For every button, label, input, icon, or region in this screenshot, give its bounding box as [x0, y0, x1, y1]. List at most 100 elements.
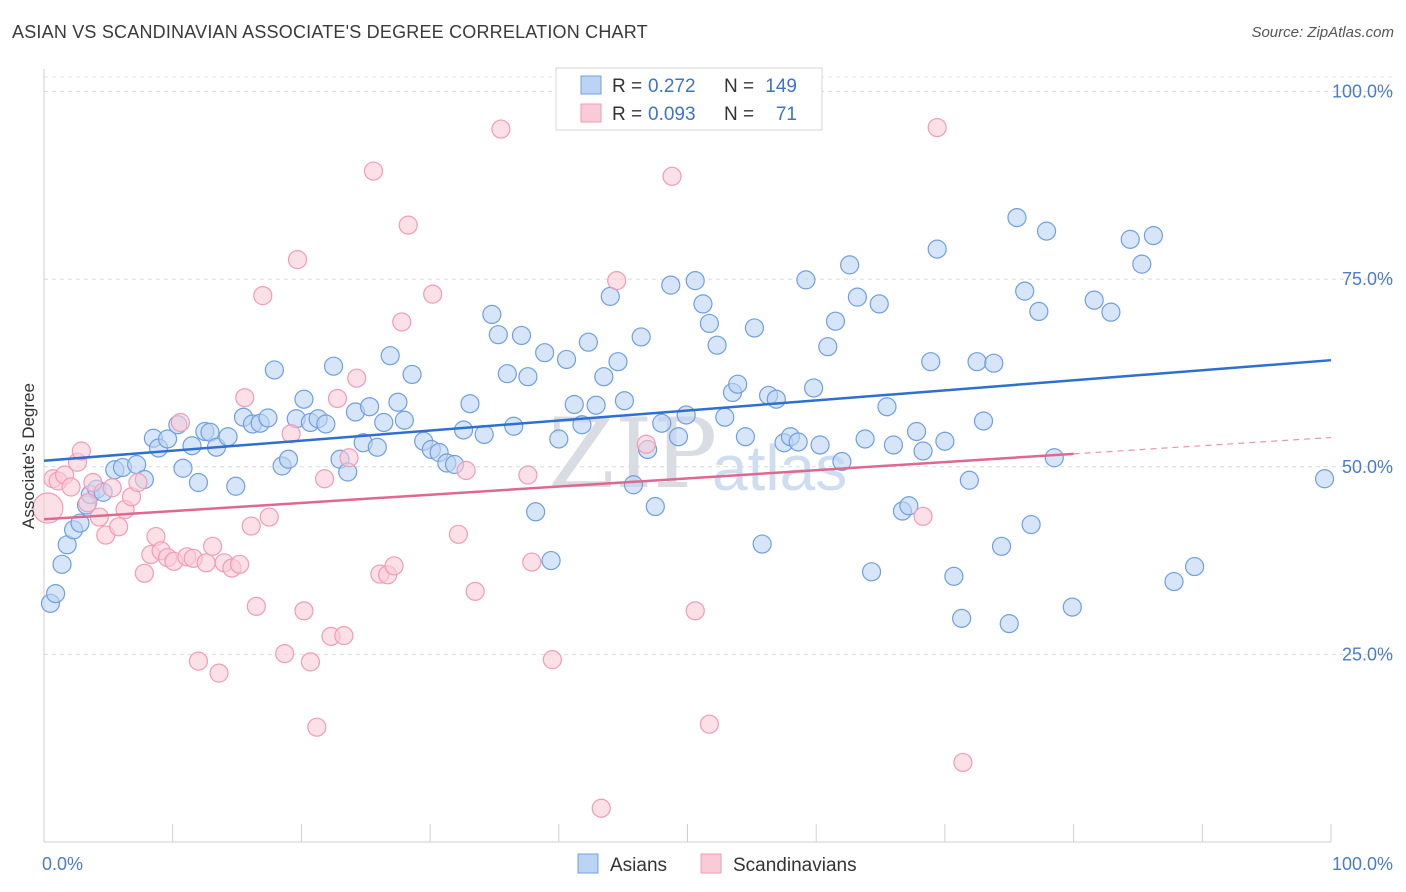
data-point [668, 427, 689, 447]
data-point [614, 391, 635, 411]
data-point [832, 451, 852, 472]
data-point [71, 441, 91, 461]
trend-line-scandinavians [43, 452, 1074, 521]
data-point [518, 465, 538, 485]
data-point [518, 367, 538, 387]
legend-r-value-scandinavians: 0.093 [648, 104, 696, 125]
data-point [102, 478, 122, 498]
data-point [300, 652, 321, 672]
data-point [173, 458, 193, 478]
data-point [1062, 597, 1082, 617]
data-point [453, 420, 474, 440]
stats-legend: R = 0.272 N = 149 R = 0.093 N = 71 [555, 67, 823, 131]
chart-title: ASIAN VS SCANDINAVIAN ASSOCIATE'S DEGREE… [12, 22, 648, 42]
data-point [360, 397, 380, 417]
data-point [281, 424, 301, 444]
data-point [128, 472, 148, 493]
data-point [699, 313, 719, 334]
data-point [314, 469, 335, 489]
data-point [927, 239, 947, 259]
data-point [973, 411, 994, 431]
data-point [953, 752, 973, 773]
data-point [840, 255, 860, 275]
data-point [662, 166, 682, 186]
data-point [380, 346, 400, 366]
y-tick-label: 100.0% [1332, 82, 1393, 102]
trend-lines [43, 358, 1332, 521]
data-point [984, 353, 1004, 373]
data-point [744, 318, 765, 338]
data-point [278, 449, 299, 469]
data-point [347, 368, 367, 388]
data-point [715, 407, 735, 427]
data-point [556, 349, 577, 370]
data-point [1044, 448, 1064, 468]
legend-n-label-asians: N = [724, 76, 754, 97]
data-point [1143, 226, 1163, 246]
data-point [275, 644, 295, 664]
data-point [1007, 207, 1027, 228]
data-point [549, 429, 569, 449]
data-point [258, 408, 278, 428]
data-point [752, 534, 772, 554]
data-point [294, 601, 314, 621]
legend-r-label-asians: R = [612, 76, 642, 97]
data-point [1164, 571, 1184, 592]
data-point [542, 650, 562, 670]
data-point [392, 312, 412, 332]
legend-r-value-asians: 0.272 [648, 76, 696, 97]
data-point [235, 388, 255, 408]
data-point [526, 502, 546, 522]
data-point [535, 343, 555, 363]
data-point [728, 374, 748, 394]
data-point [735, 427, 756, 447]
data-point [847, 287, 867, 307]
data-point [645, 496, 665, 517]
data-point [448, 524, 469, 544]
data-point [877, 397, 897, 417]
data-point [522, 552, 542, 572]
data-point [608, 352, 628, 372]
data-point [230, 554, 250, 574]
legend-n-value-asians: 149 [765, 76, 797, 97]
data-point [339, 448, 359, 468]
data-point [246, 596, 266, 616]
data-point [423, 284, 443, 304]
data-point [676, 405, 696, 425]
bottom-legend-swatch-scandinavians [700, 853, 722, 874]
data-point [661, 275, 681, 295]
data-point [899, 496, 919, 516]
data-point [594, 367, 614, 387]
data-point [1029, 301, 1049, 322]
data-point [707, 335, 727, 355]
data-point [1084, 290, 1104, 310]
data-point [226, 476, 246, 496]
data-point [61, 477, 81, 497]
data-point [944, 566, 964, 586]
data-point [188, 472, 209, 493]
data-point [967, 352, 987, 372]
y-axis-title: Associate's Degree [19, 383, 38, 529]
y-tick-label: 75.0% [1342, 269, 1393, 289]
data-point [482, 304, 502, 325]
data-point [564, 394, 584, 415]
data-point [241, 516, 261, 536]
data-point [685, 271, 705, 291]
data-point [316, 414, 336, 434]
data-point [1314, 469, 1335, 489]
data-point [497, 364, 517, 384]
data-point [134, 563, 154, 583]
legend-r-label-scandinavians: R = [612, 104, 642, 125]
data-point [825, 311, 846, 331]
data-point [327, 388, 348, 409]
data-point [491, 119, 511, 139]
data-point [460, 394, 480, 414]
data-point [1015, 281, 1035, 301]
axes [43, 69, 1332, 843]
data-point [586, 395, 606, 415]
data-point [796, 270, 816, 290]
data-point [157, 429, 178, 449]
data-point [196, 553, 216, 573]
data-point [45, 583, 66, 604]
data-point [398, 215, 418, 235]
